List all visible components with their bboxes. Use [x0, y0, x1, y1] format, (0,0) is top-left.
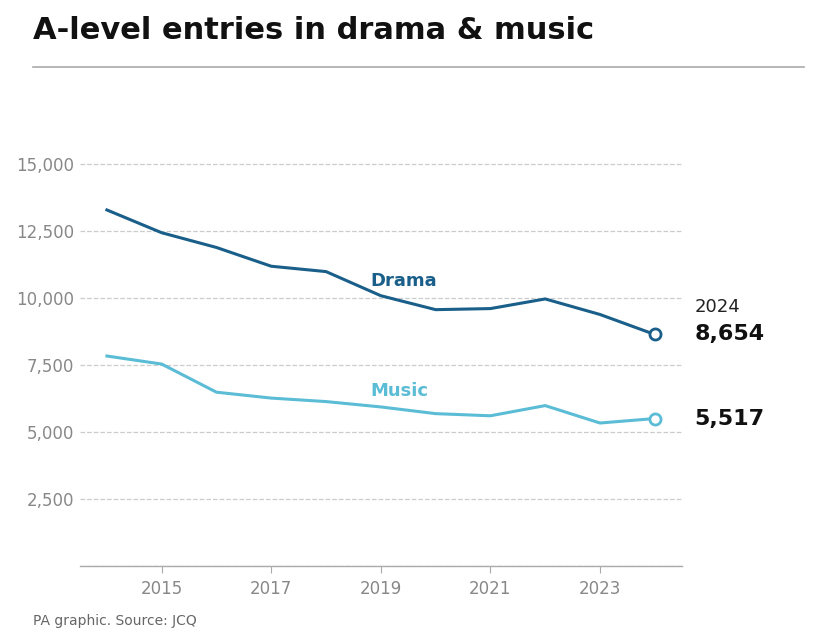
Text: 5,517: 5,517 — [694, 408, 764, 429]
Text: 2024: 2024 — [694, 298, 740, 316]
Text: 8,654: 8,654 — [694, 324, 764, 344]
Text: PA graphic. Source: JCQ: PA graphic. Source: JCQ — [33, 614, 197, 628]
Text: Music: Music — [370, 382, 427, 400]
Text: Drama: Drama — [370, 272, 436, 290]
Text: A-level entries in drama & music: A-level entries in drama & music — [33, 16, 594, 45]
